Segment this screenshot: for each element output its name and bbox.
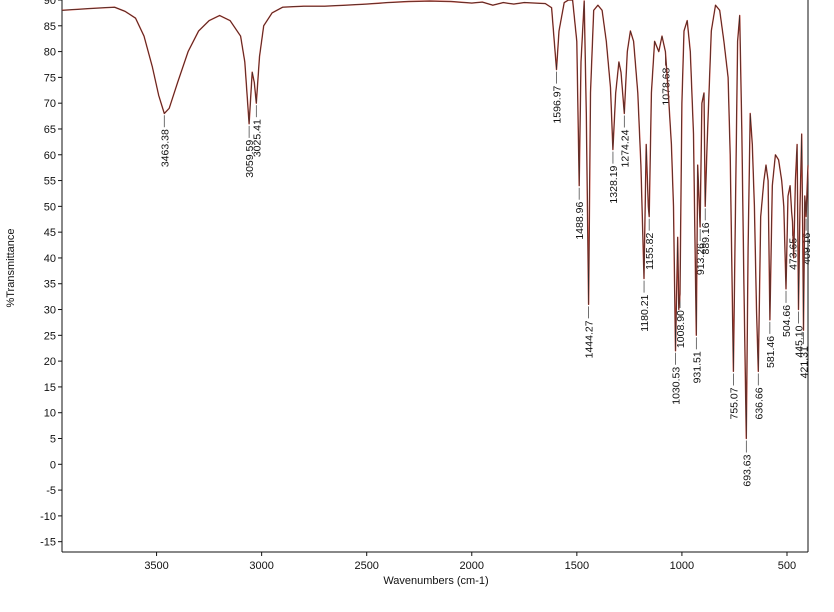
x-tick-label: 2000 (460, 560, 484, 572)
spectrum-line-overlay (61, 0, 809, 439)
y-tick-label: 75 (44, 72, 56, 84)
peak-label: 889.16 (700, 222, 712, 254)
y-tick-label: 85 (44, 21, 56, 33)
y-tick-label: 55 (44, 176, 56, 188)
peak-label: 1008.90 (675, 310, 687, 348)
peak-label: 755.07 (728, 387, 740, 419)
y-tick-label: 90 (44, 0, 56, 7)
y-tick-label: 70 (44, 98, 56, 110)
peak-label: 3059.59 (244, 140, 256, 178)
peak-label: 1030.53 (671, 367, 683, 405)
peak-label: 1596.97 (552, 85, 564, 123)
y-tick-label: 45 (44, 227, 56, 239)
y-tick-label: -10 (40, 511, 56, 523)
peak-label: 636.66 (753, 387, 765, 419)
peak-label: 1078.68 (660, 67, 672, 105)
peak-label: 1180.21 (639, 294, 651, 331)
x-tick-label: 500 (778, 560, 796, 572)
y-tick-label: 10 (44, 408, 56, 420)
x-tick-label: 3500 (144, 560, 168, 572)
peak-label: 445.10 (794, 325, 806, 357)
peak-label: 421.31 (799, 346, 811, 378)
y-tick-label: -5 (46, 485, 56, 497)
y-tick-label: 80 (44, 47, 56, 59)
x-tick-label: 1000 (670, 560, 694, 572)
peak-label: 581.46 (765, 336, 777, 368)
y-tick-label: -15 (40, 537, 56, 549)
peak-label: 1274.24 (619, 129, 631, 167)
y-tick-label: 0 (50, 459, 56, 471)
peak-label: 1488.96 (574, 202, 586, 240)
y-tick-label: 60 (44, 150, 56, 162)
y-tick-label: 5 (50, 434, 56, 446)
x-tick-label: 1500 (565, 560, 589, 572)
peak-label: 1328.19 (608, 165, 620, 203)
axes (61, 0, 809, 553)
peak-label: 1155.82 (644, 233, 656, 270)
y-axis-ticks: 908580757065605550454035302520151050-5-1… (40, 0, 62, 549)
x-axis-ticks: 3500 3000 2500 2000 1500 1000 500 (144, 552, 796, 572)
y-tick-label: 65 (44, 124, 56, 136)
peak-label: 504.66 (781, 305, 793, 337)
y-tick-label: 20 (44, 356, 56, 368)
peak-label: 3463.38 (159, 129, 171, 167)
peak-label: 3025.41 (251, 119, 263, 157)
y-tick-label: 30 (44, 305, 56, 317)
y-tick-label: 25 (44, 330, 56, 342)
x-axis-label: Wavenumbers (cm-1) (383, 575, 488, 587)
x-tick-label: 3000 (249, 560, 273, 572)
peak-label: 913.26 (695, 243, 707, 275)
y-tick-label: 35 (44, 279, 56, 291)
y-tick-label: 40 (44, 253, 56, 265)
y-tick-label: 50 (44, 201, 56, 213)
y-tick-label: 15 (44, 382, 56, 394)
x-tick-label: 2500 (354, 560, 378, 572)
peak-label: 931.51 (691, 351, 703, 383)
peak-label: 1444.27 (584, 320, 596, 358)
y-axis-label: %Transmittance (5, 228, 17, 307)
peak-label: 693.63 (741, 454, 753, 486)
spectrum-series (61, 0, 809, 440)
